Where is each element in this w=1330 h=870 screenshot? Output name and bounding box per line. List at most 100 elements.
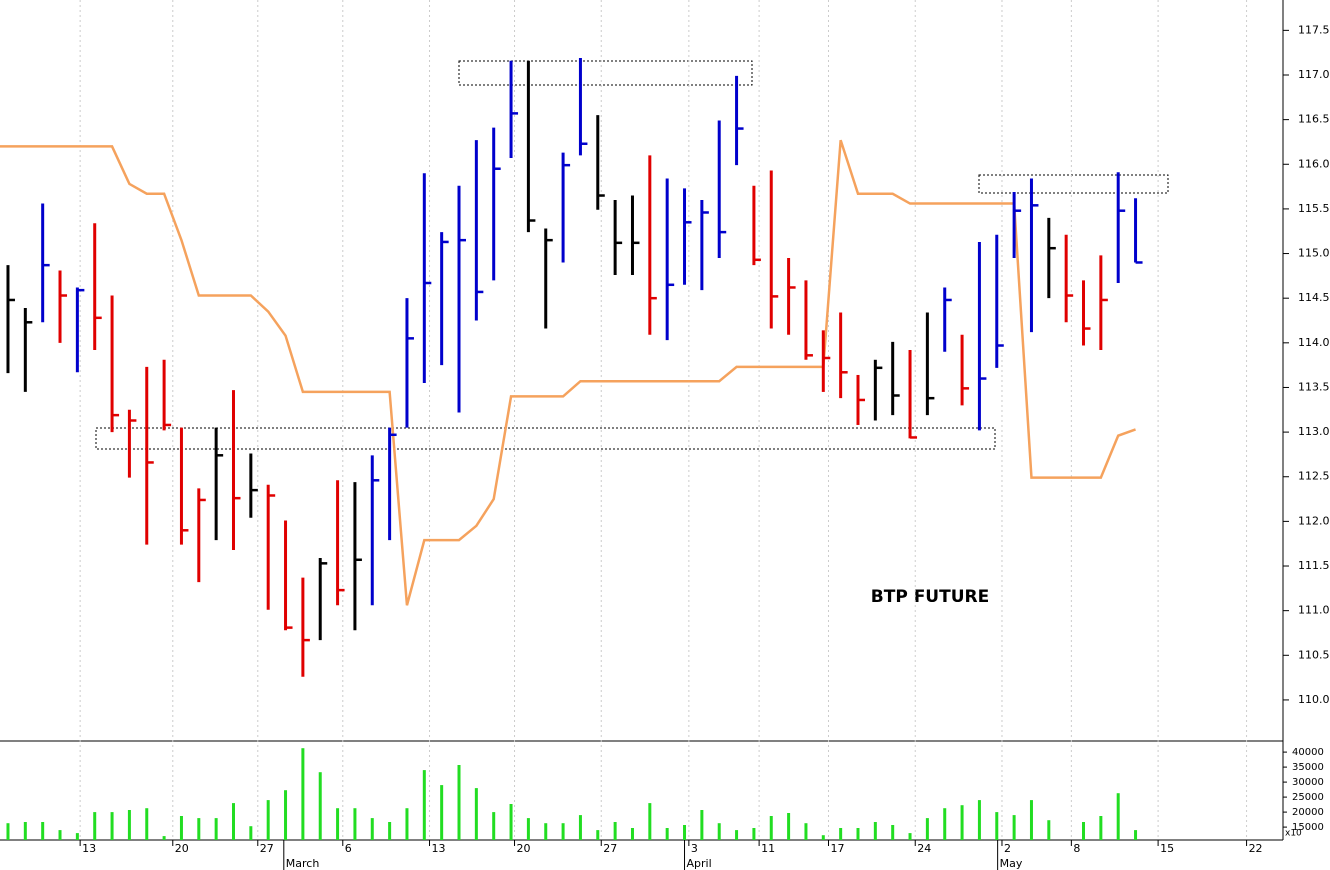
- volume-bar: [1099, 816, 1103, 840]
- volume-bar: [110, 812, 114, 840]
- volume-bar: [630, 828, 634, 840]
- x-tick-label: 20: [517, 842, 531, 855]
- volume-bar: [717, 823, 721, 840]
- y-tick-label: 20000: [1292, 807, 1324, 818]
- volume-bar: [873, 822, 877, 840]
- volume-bar: [578, 815, 582, 840]
- y-tick-label: 25000: [1292, 792, 1324, 803]
- x-tick-label: 2: [1004, 842, 1011, 855]
- x-tick-label: 17: [831, 842, 845, 855]
- volume-bar: [492, 812, 496, 840]
- y-tick-label: 114.0: [1298, 336, 1330, 349]
- y-tick-label: 112.0: [1298, 514, 1330, 527]
- volume-bar: [370, 818, 374, 840]
- x-tick-label: 8: [1073, 842, 1080, 855]
- volume-bar: [960, 805, 964, 840]
- y-tick-label: 111.5: [1298, 559, 1330, 572]
- volume-bar: [925, 818, 929, 840]
- volume-bar: [977, 800, 981, 840]
- volume-bar: [1047, 820, 1051, 840]
- volume-bar: [388, 822, 392, 840]
- volume-bar: [318, 772, 322, 840]
- volume-bar: [405, 808, 409, 840]
- x-tick-label: 13: [432, 842, 446, 855]
- month-label: March: [286, 857, 320, 870]
- volume-bar: [1116, 793, 1120, 840]
- annotation: BTP FUTURE: [871, 587, 989, 607]
- volume-bar: [804, 823, 808, 840]
- y-tick-label: 115.0: [1298, 247, 1330, 260]
- volume-bar: [683, 825, 687, 840]
- volume-bar: [1134, 830, 1138, 840]
- y-tick-label: 35000: [1292, 762, 1324, 773]
- y-tick-label: 117.5: [1298, 23, 1330, 36]
- volume-bar: [214, 818, 218, 840]
- volume-bar: [943, 808, 947, 840]
- volume-bar: [75, 833, 79, 840]
- volume-bar: [544, 823, 548, 840]
- volume-unit: x10: [1285, 829, 1302, 839]
- resistance-box: [978, 174, 1169, 194]
- volume-bar: [856, 828, 860, 840]
- volume-bar: [23, 822, 27, 840]
- volume-bar: [735, 830, 739, 840]
- y-tick-label: 112.5: [1298, 470, 1330, 483]
- volume-bar: [457, 765, 461, 840]
- volume-bar: [509, 804, 513, 840]
- x-tick-label: 22: [1249, 842, 1263, 855]
- volume-bar: [353, 808, 357, 840]
- volume-bar: [839, 828, 843, 840]
- y-tick-label: 30000: [1292, 777, 1324, 788]
- x-tick-label: 13: [82, 842, 96, 855]
- y-tick-label: 116.5: [1298, 113, 1330, 126]
- resistance-box: [458, 60, 753, 86]
- volume-bar: [440, 785, 444, 840]
- volume-bar: [93, 812, 97, 840]
- x-tick-label: 11: [761, 842, 775, 855]
- y-tick-label: 113.0: [1298, 425, 1330, 438]
- y-tick-label: 40000: [1292, 747, 1324, 758]
- volume-bar: [231, 803, 235, 840]
- volume-bar: [1012, 815, 1016, 840]
- volume-bar: [821, 835, 825, 840]
- y-tick-label: 113.5: [1298, 380, 1330, 393]
- volume-bar: [995, 812, 999, 840]
- month-label: April: [687, 857, 712, 870]
- support-box: [95, 427, 996, 450]
- volume-bar: [769, 816, 773, 840]
- volume-bar: [197, 818, 201, 840]
- x-tick-label: 24: [917, 842, 931, 855]
- volume-bar: [249, 826, 253, 840]
- volume-bar: [526, 818, 530, 840]
- volume-bar: [613, 822, 617, 840]
- x-tick-label: 27: [603, 842, 617, 855]
- volume-bar: [145, 808, 149, 840]
- volume-bar: [301, 748, 305, 840]
- volume-bar: [1029, 800, 1033, 840]
- month-label: May: [1000, 857, 1023, 870]
- y-tick-label: 115.5: [1298, 202, 1330, 215]
- overlay-line: [0, 139, 1136, 606]
- volume-bar: [336, 808, 340, 840]
- volume-bar: [422, 770, 426, 840]
- volume-bar: [266, 800, 270, 840]
- volume-bar: [648, 803, 652, 840]
- y-tick-label: 116.0: [1298, 157, 1330, 170]
- volume-bar: [127, 810, 131, 840]
- x-tick-label: 27: [260, 842, 274, 855]
- volume-bar: [752, 828, 756, 840]
- y-tick-label: 114.5: [1298, 291, 1330, 304]
- y-tick-label: 111.0: [1298, 604, 1330, 617]
- x-tick-label: 20: [175, 842, 189, 855]
- volume-bar: [41, 822, 45, 840]
- volume-bar: [665, 828, 669, 840]
- volume-bar: [787, 813, 791, 840]
- volume-bar: [162, 836, 166, 840]
- volume-bar: [284, 790, 288, 840]
- y-tick-label: 110.5: [1298, 648, 1330, 661]
- y-tick-label: 117.0: [1298, 68, 1330, 81]
- volume-bar: [596, 830, 600, 840]
- x-tick-label: 15: [1160, 842, 1174, 855]
